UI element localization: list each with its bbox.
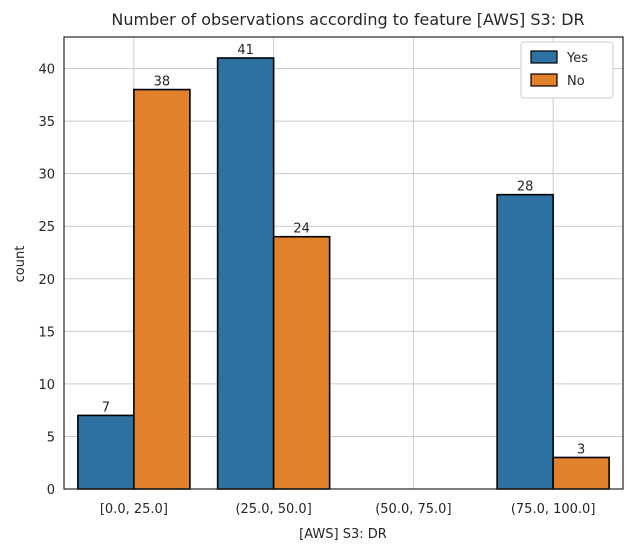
legend-swatch-yes: [530, 50, 558, 64]
y-tick-label: 15: [38, 325, 55, 340]
x-tick-label: (50.0, 75.0]: [375, 502, 451, 517]
bar-yes-0: [77, 414, 135, 490]
x-tick-label: (25.0, 50.0]: [235, 502, 311, 517]
legend-label-no: No: [567, 74, 585, 89]
y-tick-label: 25: [38, 220, 55, 235]
chart-title: Number of observations according to feat…: [111, 10, 584, 29]
tick-labels: 0 5 10 15 20 25 30 35 40 [0.0, 25.0] (25.0, 50.0] (…: [38, 63, 595, 517]
y-tick-label: 0: [47, 483, 55, 498]
x-axis-label: [AWS] S3: DR: [299, 527, 387, 542]
bar-value-label: 24: [293, 222, 310, 237]
bar-value-label: 28: [517, 180, 534, 195]
y-axis-label: count: [13, 246, 28, 283]
y-tick-label: 10: [38, 378, 55, 393]
bar-value-label: 41: [237, 43, 254, 58]
y-tick-label: 5: [47, 430, 55, 445]
bar-no-3: [552, 456, 610, 490]
x-tick-label: [0.0, 25.0]: [100, 502, 168, 517]
legend-label-yes: Yes: [566, 51, 588, 66]
bar-value-label: 38: [154, 75, 171, 90]
bar-value-label: 3: [577, 442, 585, 457]
y-tick-label: 40: [38, 63, 55, 78]
bar-no-0: [133, 88, 191, 490]
bar-yes-3: [496, 193, 554, 490]
bars: [77, 57, 610, 490]
legend: Yes No: [520, 41, 614, 99]
bar-no-1: [272, 235, 331, 490]
x-tick-label: (75.0, 100.0]: [511, 502, 596, 517]
y-tick-label: 30: [38, 168, 55, 183]
y-tick-label: 20: [38, 273, 55, 288]
bar-labels: 7 41 28 38 24 3: [102, 43, 586, 457]
bar-value-label: 7: [102, 400, 110, 415]
legend-swatch-no: [530, 73, 558, 87]
bar-yes-1: [216, 57, 275, 490]
plot-border: [63, 36, 624, 490]
plot-frame: [63, 36, 624, 490]
y-tick-label: 35: [38, 115, 55, 130]
